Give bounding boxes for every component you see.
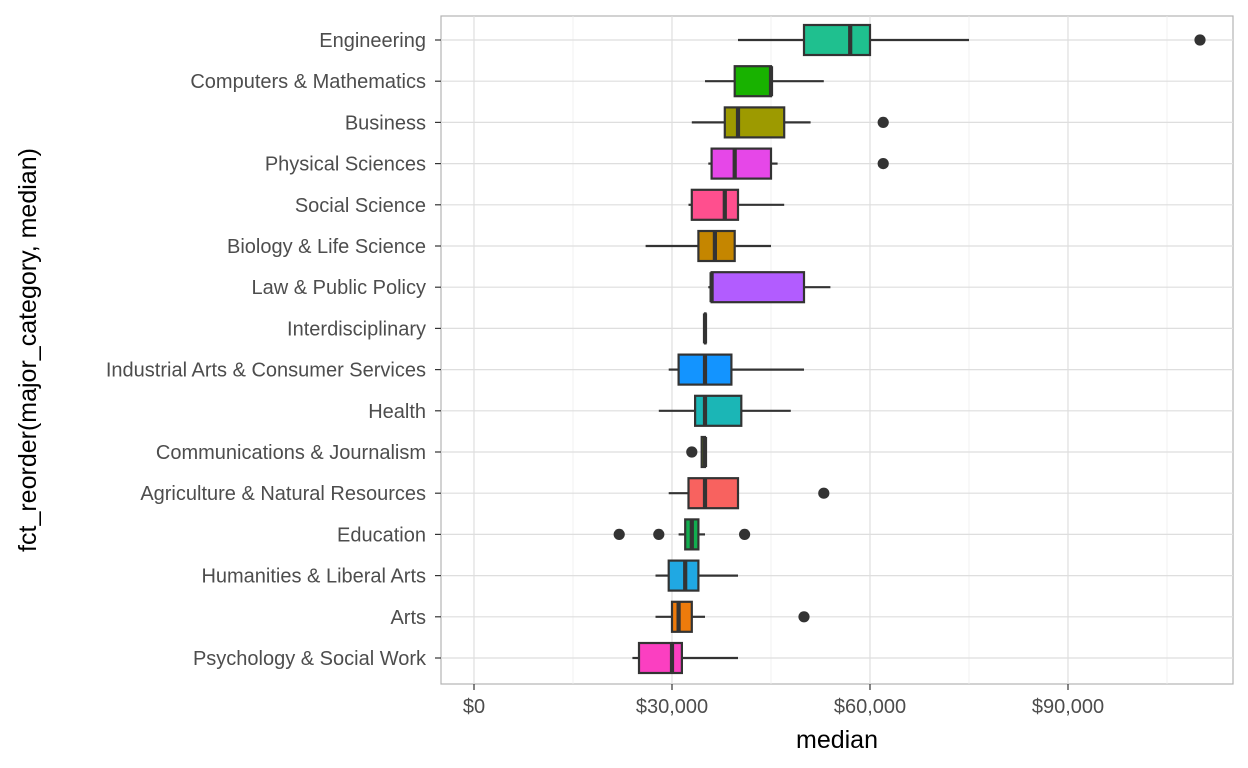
- x-axis-ticks: $0 $30,000 $60,000 $90,000: [463, 684, 1104, 718]
- y-tick-label: Engineering: [319, 30, 426, 52]
- box-computers-mathematics: [705, 65, 824, 98]
- y-tick-label: Biology & Life Science: [227, 236, 426, 258]
- box-communications-journalism: [686, 435, 708, 469]
- outlier-point: [818, 487, 830, 499]
- boxes: [613, 23, 1206, 675]
- box-rect: [710, 271, 806, 304]
- y-tick-label: Education: [337, 524, 426, 546]
- outlier-point: [877, 116, 889, 128]
- y-tick-label: Psychology & Social Work: [193, 648, 427, 670]
- y-tick-label: Computers & Mathematics: [190, 71, 426, 93]
- box-humanities-liberal-arts: [655, 559, 738, 592]
- outlier-point: [686, 446, 698, 458]
- box-rect: [690, 188, 740, 221]
- box-psychology-social-work: [632, 641, 738, 675]
- grid-major: [441, 16, 1233, 684]
- x-tick-label: $90,000: [1032, 696, 1104, 718]
- y-tick-label: Industrial Arts & Consumer Services: [106, 360, 426, 382]
- y-tick-label: Business: [345, 112, 426, 134]
- box-rect: [637, 641, 684, 675]
- box-rect: [687, 477, 740, 510]
- box-rect: [710, 147, 773, 180]
- y-tick-label: Physical Sciences: [265, 154, 426, 176]
- box-rect: [733, 65, 773, 98]
- box-education: [613, 518, 751, 551]
- y-axis-ticks: Engineering Computers & Mathematics Busine…: [106, 30, 441, 670]
- x-tick-label: $0: [463, 696, 485, 718]
- y-tick-label: Communications & Journalism: [156, 442, 426, 464]
- box-agriculture-natural-resources: [668, 477, 830, 510]
- x-tick-label: $60,000: [834, 696, 906, 718]
- box-arts: [655, 600, 810, 633]
- box-interdisciplinary: [702, 312, 708, 345]
- box-social-science: [688, 188, 785, 221]
- y-tick-label: Interdisciplinary: [287, 318, 426, 340]
- outlier-point: [653, 528, 665, 541]
- box-rect: [802, 23, 872, 57]
- box-rect: [693, 394, 743, 427]
- y-tick-label: Agriculture & Natural Resources: [140, 483, 426, 505]
- box-law-public-policy: [708, 271, 831, 304]
- outlier-point: [739, 528, 751, 541]
- y-axis-title: fct_reorder(major_category, median): [14, 148, 42, 552]
- outlier-point: [613, 528, 625, 541]
- x-tick-label: $30,000: [636, 696, 708, 718]
- outlier-point: [1194, 34, 1206, 46]
- y-tick-label: Health: [368, 401, 426, 423]
- y-tick-label: Law & Public Policy: [251, 277, 426, 299]
- y-tick-label: Humanities & Liberal Arts: [201, 566, 426, 588]
- box-industrial-arts-consumer-services: [668, 353, 804, 386]
- plot-panel: [440, 15, 1234, 685]
- outlier-point: [877, 158, 889, 170]
- box-rect: [670, 600, 693, 633]
- box-rect: [723, 106, 786, 139]
- outlier-point: [798, 611, 810, 623]
- y-tick-label: Social Science: [295, 195, 426, 217]
- box-physical-sciences: [708, 147, 889, 180]
- box-business: [691, 106, 889, 139]
- x-axis-title: median: [796, 726, 878, 754]
- y-tick-label: Arts: [390, 607, 426, 629]
- box-health: [658, 394, 791, 427]
- box-biology-life-science: [645, 229, 771, 263]
- box-engineering: [738, 23, 1206, 57]
